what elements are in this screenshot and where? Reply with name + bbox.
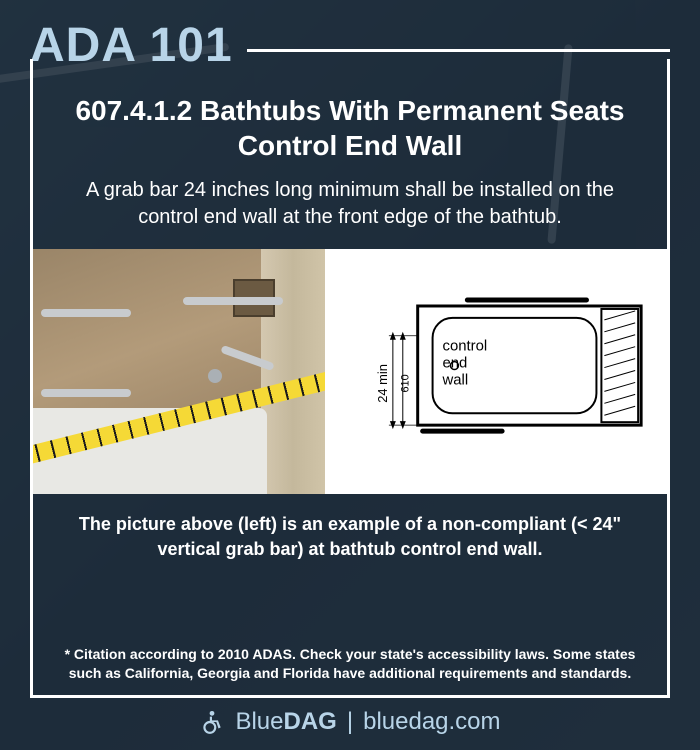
dim-label-mm: 610 — [400, 374, 412, 392]
footer: BlueDAG | bluedag.com — [30, 698, 670, 736]
annotation-line: control — [442, 339, 487, 355]
footer-separator: | — [347, 708, 353, 736]
annotation-line: end — [442, 356, 467, 372]
dim-label: 24 min — [375, 364, 390, 403]
wheelchair-icon — [199, 709, 225, 735]
footer-brand: BlueDAG — [235, 708, 336, 736]
annotation-line: wall — [441, 372, 468, 388]
title-rule — [247, 49, 670, 52]
grab-bar — [41, 309, 131, 317]
caption-text: The picture above (left) is an example o… — [55, 512, 645, 562]
footer-url: bluedag.com — [363, 708, 500, 736]
brand-light: Blue — [235, 708, 283, 735]
image-row: 24 min 610 control end wall — [33, 249, 667, 494]
example-photo — [33, 249, 325, 494]
faucet — [208, 369, 222, 383]
disclaimer-text: * Citation according to 2010 ADAS. Check… — [55, 645, 645, 683]
content-wrapper: ADA 101 607.4.1.2 Bathtubs With Permanen… — [0, 0, 700, 750]
content-frame: 607.4.1.2 Bathtubs With Permanent Seats … — [30, 59, 670, 698]
brand-bold: DAG — [284, 708, 337, 735]
diagram-svg: 24 min 610 control end wall — [373, 273, 651, 478]
technical-diagram: 24 min 610 control end wall — [325, 249, 667, 494]
regulation-text: A grab bar 24 inches long minimum shall … — [65, 177, 635, 231]
grab-bar — [41, 389, 131, 397]
grab-bar — [183, 297, 283, 305]
section-title: 607.4.1.2 Bathtubs With Permanent Seats … — [55, 93, 645, 163]
